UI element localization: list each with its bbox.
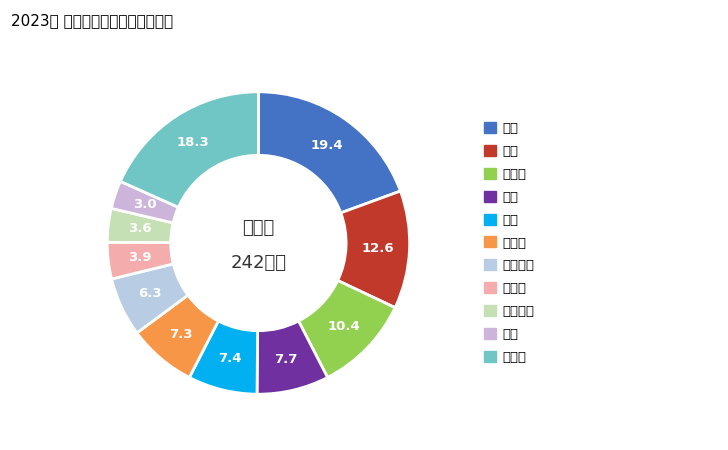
Text: 7.7: 7.7 xyxy=(274,353,298,366)
Text: 2023年 輸出相手国のシェア（％）: 2023年 輸出相手国のシェア（％） xyxy=(11,14,173,28)
Legend: 米国, 中国, ドイツ, 韓国, 台湾, スイス, オランダ, インド, ベトナム, タイ, その他: 米国, 中国, ドイツ, 韓国, 台湾, スイス, オランダ, インド, ベトナ… xyxy=(484,122,535,364)
Wedge shape xyxy=(120,92,258,207)
Text: 19.4: 19.4 xyxy=(311,139,343,152)
Text: 3.9: 3.9 xyxy=(128,251,151,264)
Wedge shape xyxy=(107,242,173,279)
Text: 18.3: 18.3 xyxy=(177,136,210,149)
Text: 7.3: 7.3 xyxy=(170,328,193,341)
Text: 3.6: 3.6 xyxy=(128,222,151,235)
Text: 3.0: 3.0 xyxy=(133,198,157,211)
Text: 242億円: 242億円 xyxy=(231,254,286,272)
Text: 7.4: 7.4 xyxy=(218,352,242,365)
Wedge shape xyxy=(111,264,188,333)
Text: 10.4: 10.4 xyxy=(328,320,360,333)
Wedge shape xyxy=(137,295,218,378)
Wedge shape xyxy=(189,321,258,394)
Wedge shape xyxy=(257,321,328,394)
Text: 6.3: 6.3 xyxy=(138,287,162,300)
Text: 12.6: 12.6 xyxy=(361,242,394,255)
Wedge shape xyxy=(107,208,173,243)
Wedge shape xyxy=(111,181,178,223)
Wedge shape xyxy=(258,92,400,213)
Text: 総　額: 総 額 xyxy=(242,219,274,237)
Wedge shape xyxy=(298,280,395,378)
Wedge shape xyxy=(338,191,410,308)
